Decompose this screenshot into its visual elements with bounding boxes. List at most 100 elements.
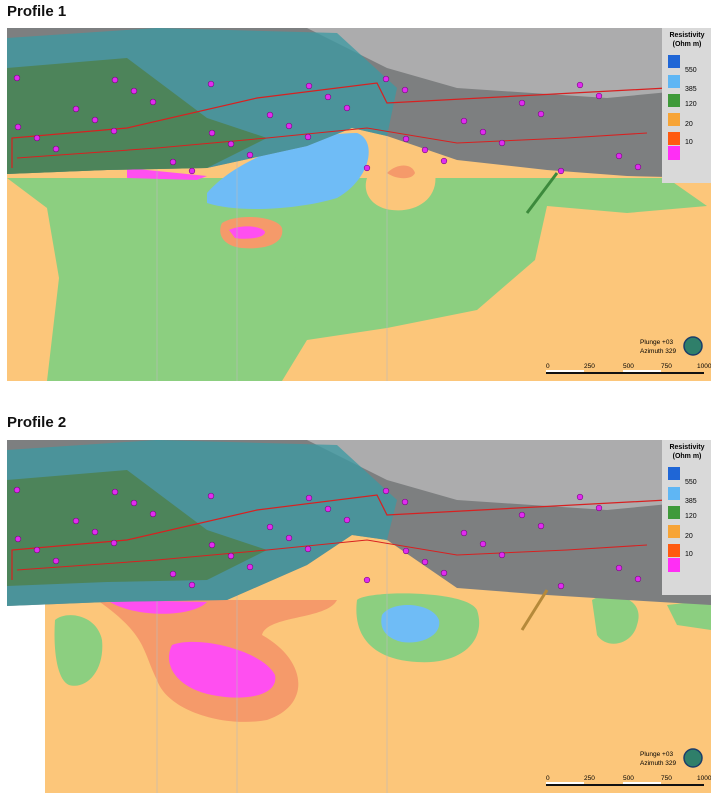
sample-point	[518, 511, 526, 519]
green-overlay	[7, 58, 267, 174]
legend-swatch	[668, 113, 680, 126]
legend-label: 550	[685, 479, 697, 486]
azimuth: Azimuth 329	[640, 348, 677, 355]
resistivity-body	[127, 168, 207, 180]
legend-label: 120	[685, 101, 697, 108]
legend-label: 385	[685, 498, 697, 505]
sample-point	[324, 505, 332, 513]
sample-point	[479, 540, 487, 548]
profile-title: Profile 2	[7, 414, 67, 431]
legend-swatch	[668, 487, 680, 500]
sample-point	[615, 152, 623, 160]
sample-point	[188, 167, 196, 175]
boundary	[16, 539, 648, 571]
sample-point	[440, 157, 448, 165]
sample-point	[169, 158, 177, 166]
sample-point	[149, 510, 157, 518]
sample-point	[343, 104, 351, 112]
sample-point	[110, 127, 118, 135]
sample-point	[576, 493, 584, 501]
resistivity-body	[207, 133, 369, 210]
boundary	[16, 127, 648, 159]
sample-point	[615, 564, 623, 572]
sample-point	[13, 74, 21, 82]
boundary	[11, 494, 708, 580]
conductive-zone	[54, 593, 711, 686]
plunge: Plunge +03	[640, 339, 673, 346]
sample-point	[110, 539, 118, 547]
scale-bar-segment	[546, 370, 584, 372]
scale-label: 750	[661, 775, 672, 782]
legend-label: 10	[685, 551, 693, 558]
sample-point	[227, 552, 235, 560]
sample-point	[479, 128, 487, 136]
sample-point	[52, 145, 60, 153]
legend-swatch	[668, 525, 680, 538]
sample-point	[382, 75, 390, 83]
sample-point	[304, 133, 312, 141]
terrain-light	[307, 440, 711, 510]
legend-label: 20	[685, 533, 693, 540]
sample-point	[188, 581, 196, 589]
legend-label: 10	[685, 139, 693, 146]
legend-swatch	[668, 55, 680, 68]
azimuth: Azimuth 329	[640, 760, 677, 767]
sample-point	[246, 563, 254, 571]
boundary	[11, 82, 708, 168]
sample-point	[266, 111, 274, 119]
green-overlay	[7, 470, 267, 586]
legend-swatch	[668, 558, 680, 572]
sample-point	[402, 135, 410, 143]
sample-point	[207, 80, 215, 88]
scale-bar-segment	[546, 782, 584, 784]
sample-point	[498, 139, 506, 147]
sample-point	[537, 110, 545, 118]
legend-title: (Ohm m)	[673, 453, 702, 460]
sample-point	[305, 494, 313, 502]
sample-point	[33, 134, 41, 142]
legend-swatch	[668, 75, 680, 88]
legend-swatch	[668, 506, 680, 519]
legend-swatch	[668, 544, 680, 557]
scale-bar-segment	[623, 370, 661, 372]
sample-point	[266, 523, 274, 531]
sample-point	[13, 486, 21, 494]
legend-swatch	[668, 132, 680, 145]
sample-point	[207, 492, 215, 500]
sample-point	[363, 576, 371, 584]
conductive-zone	[7, 178, 707, 381]
scale-bar-segment	[623, 782, 661, 784]
drill-trace	[525, 172, 559, 214]
sample-point	[401, 86, 409, 94]
sample-point	[285, 534, 293, 542]
sample-point	[304, 545, 312, 553]
sample-point	[111, 76, 119, 84]
sample-point	[14, 535, 22, 543]
sample-point	[72, 517, 80, 525]
scale-label: 750	[661, 363, 672, 370]
resistivity-body	[229, 226, 265, 239]
scale-label: 250	[584, 775, 595, 782]
terrain-light	[307, 28, 711, 98]
sample-point	[305, 82, 313, 90]
scale-label: 0	[546, 775, 550, 782]
sample-point	[130, 499, 138, 507]
sample-point	[246, 151, 254, 159]
sample-point	[595, 92, 603, 100]
globe-icon	[683, 748, 703, 768]
legend-title: Resistivity	[669, 444, 704, 451]
sample-point	[33, 546, 41, 554]
scale-label: 500	[623, 363, 634, 370]
legend-label: 120	[685, 513, 697, 520]
sample-point	[634, 163, 642, 171]
legend-swatch	[668, 146, 680, 160]
sample-point	[324, 93, 332, 101]
sample-point	[130, 87, 138, 95]
legend-label: 550	[685, 67, 697, 74]
scale-label: 1000	[697, 363, 711, 370]
resistivity-body	[387, 165, 415, 179]
scale-label: 500	[623, 775, 634, 782]
sample-point	[208, 129, 216, 137]
plunge: Plunge +03	[640, 751, 673, 758]
